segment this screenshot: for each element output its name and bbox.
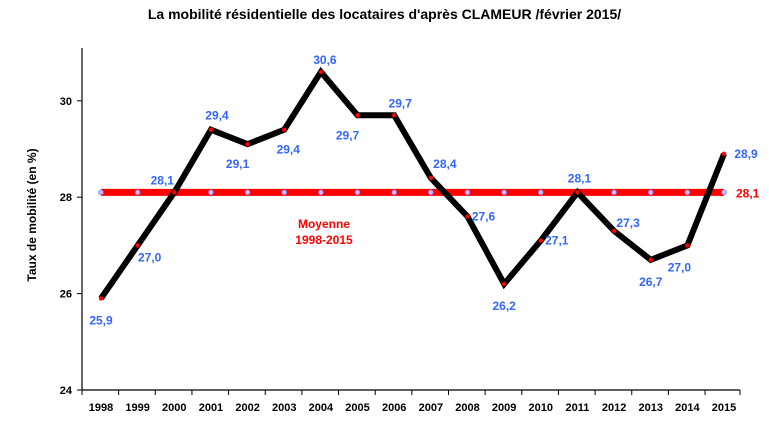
data-point <box>611 228 617 234</box>
average-marker <box>611 189 617 196</box>
data-point <box>465 214 470 219</box>
x-tick-label: 2008 <box>455 402 479 414</box>
average-marker <box>684 189 691 196</box>
data-labels: 25,9 27,0 28,1 29,4 29,1 29,4 30,6 29,7 29,7 28,4… <box>89 53 758 328</box>
data-point <box>428 175 434 181</box>
x-tick-label: 2015 <box>712 402 736 414</box>
average-annotation-line1: Moyenne <box>298 217 350 231</box>
x-ticks: 1998 1999 2000 2001 2002 2003 2004 2005 2006 2007… <box>81 390 741 414</box>
average-marker <box>391 189 398 196</box>
data-label: 26,2 <box>492 299 516 313</box>
average-marker <box>281 189 288 196</box>
average-marker <box>98 189 104 196</box>
x-tick-label: 2007 <box>419 402 443 414</box>
data-label: 30,6 <box>313 53 337 67</box>
y-tick-label: 30 <box>60 96 72 108</box>
data-label: 27,0 <box>138 250 162 264</box>
data-point <box>318 69 324 75</box>
data-label: 29,1 <box>226 157 250 171</box>
average-marker <box>134 189 141 196</box>
data-point <box>648 257 653 263</box>
x-tick-label: 2005 <box>345 402 369 414</box>
data-point <box>575 190 580 195</box>
y-tick-label: 26 <box>60 289 72 301</box>
data-label: 29,7 <box>336 128 360 142</box>
data-point <box>98 296 104 301</box>
x-tick-label: 2004 <box>309 402 334 414</box>
series-group <box>98 66 727 301</box>
data-point <box>538 238 543 243</box>
data-point <box>501 281 507 287</box>
data-label: 29,4 <box>205 109 229 123</box>
x-tick-label: 2003 <box>272 402 296 414</box>
data-point <box>685 243 690 248</box>
average-marker <box>537 189 544 196</box>
y-tick-label: 24 <box>60 385 73 397</box>
x-tick-label: 2002 <box>235 402 259 414</box>
average-line-group: 28,1 <box>98 186 760 200</box>
average-annotation-line2: 1998-2015 <box>295 233 353 247</box>
y-tick-label: 28 <box>60 192 72 204</box>
x-tick-label: 2011 <box>566 402 590 414</box>
data-label: 28,9 <box>734 147 758 161</box>
x-tick-label: 2009 <box>492 402 516 414</box>
data-label: 27,3 <box>616 216 640 230</box>
x-tick-label: 2014 <box>675 402 700 414</box>
data-label: 26,7 <box>639 275 663 289</box>
data-label: 27,6 <box>472 209 496 223</box>
data-label: 28,4 <box>433 157 457 171</box>
average-marker <box>428 189 434 196</box>
average-marker <box>244 189 251 196</box>
x-tick-label: 1999 <box>125 402 149 414</box>
data-label: 25,9 <box>89 313 113 327</box>
x-tick-label: 2012 <box>602 402 626 414</box>
data-point <box>282 127 287 132</box>
y-axis-title: Taux de mobilité (en %) <box>25 148 39 281</box>
average-marker <box>721 189 727 196</box>
average-marker <box>354 189 361 196</box>
data-label: 28,1 <box>568 171 592 185</box>
data-label: 29,7 <box>389 96 413 110</box>
data-label: 27,0 <box>668 260 692 274</box>
data-point <box>355 113 360 118</box>
average-marker <box>208 189 214 196</box>
data-point <box>721 151 727 157</box>
average-marker <box>501 189 507 196</box>
x-tick-label: 2001 <box>199 402 223 414</box>
average-value-label: 28,1 <box>736 186 760 200</box>
data-point <box>245 141 250 147</box>
average-marker <box>318 189 324 196</box>
x-tick-label: 2000 <box>162 402 186 414</box>
average-marker <box>464 189 471 196</box>
chart-title: La mobilité résidentielle des locataires… <box>147 6 622 22</box>
data-point <box>208 127 214 132</box>
data-point <box>172 190 177 195</box>
data-label: 27,1 <box>545 234 569 248</box>
data-point <box>392 113 397 118</box>
x-tick-label: 2006 <box>382 402 406 414</box>
data-label: 28,1 <box>151 173 175 187</box>
series-line <box>98 66 727 301</box>
x-tick-label: 2013 <box>639 402 663 414</box>
data-point <box>135 243 140 248</box>
y-ticks: 24 26 28 30 <box>60 96 82 397</box>
x-tick-label: 2010 <box>529 402 553 414</box>
average-marker <box>647 189 654 196</box>
data-label: 29,4 <box>277 143 301 157</box>
x-tick-label: 1998 <box>89 402 113 414</box>
